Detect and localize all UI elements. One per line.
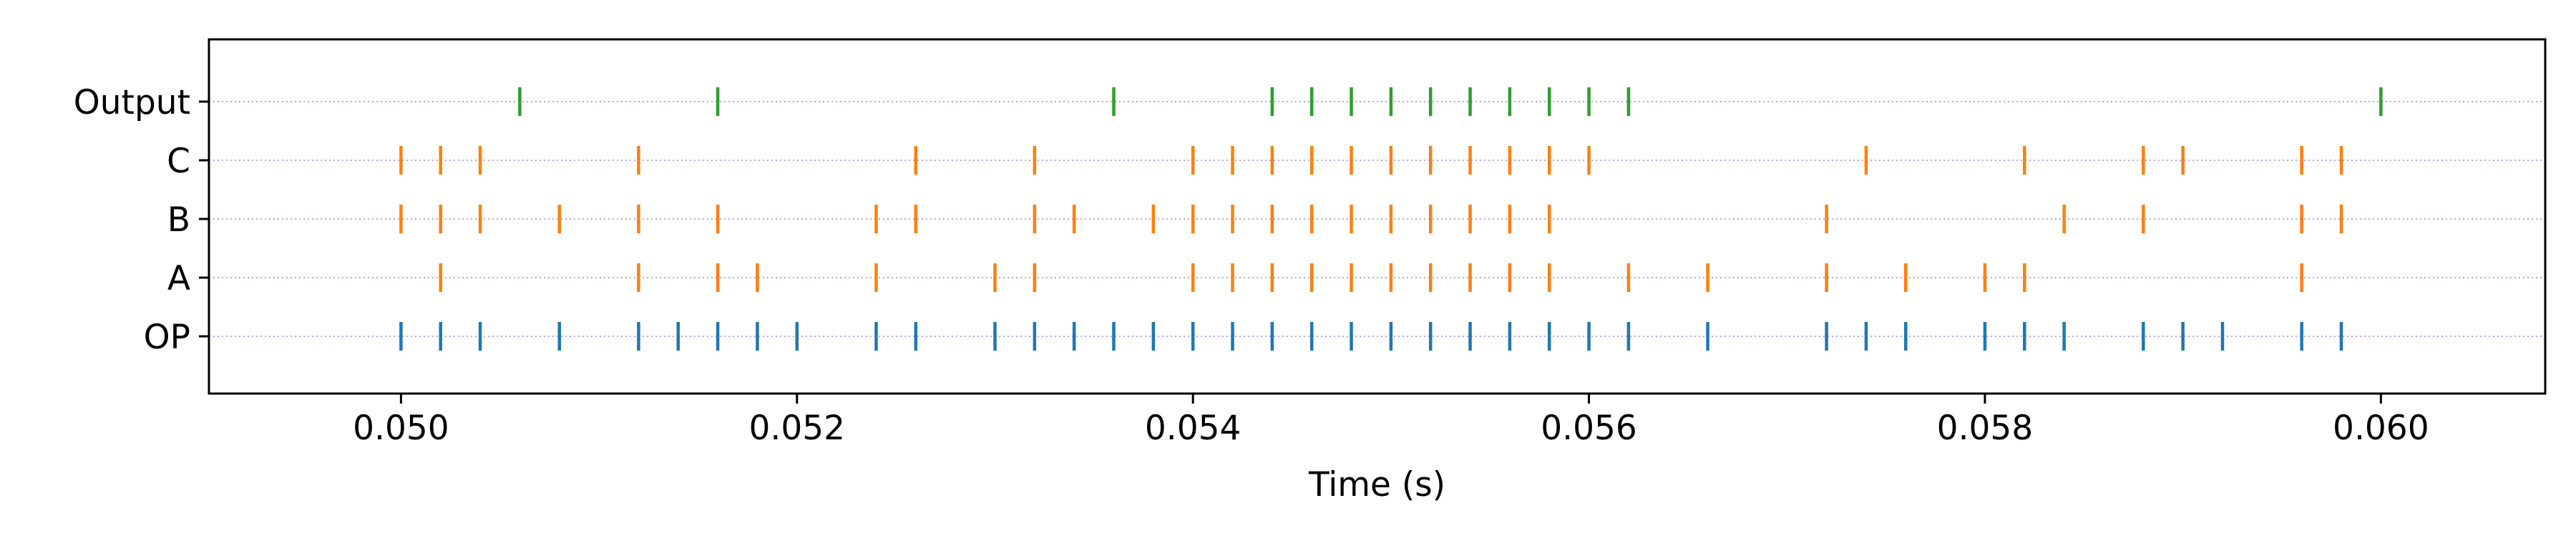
x-axis: 0.050 0.052 0.054 0.056 0.058 0.060 — [353, 394, 2429, 448]
x-axis-label: Time (s) — [1308, 465, 1445, 504]
y-axis: OP ABC Output — [74, 83, 209, 357]
x-tick-label: 0.050 — [353, 409, 449, 448]
y-tick-label-a: A — [167, 259, 190, 298]
plot-frame — [208, 38, 2547, 395]
grid-lines — [209, 101, 2545, 337]
x-tick-label: 0.054 — [1145, 409, 1241, 448]
x-tick-label: 0.058 — [1937, 409, 2034, 448]
y-tick-label-op: OP — [144, 318, 190, 357]
y-tick-label-output: Output — [74, 83, 190, 122]
x-tick-label: 0.056 — [1541, 409, 1637, 448]
x-tick-label: 0.052 — [749, 409, 846, 448]
event-marks — [399, 87, 2383, 351]
y-tick-label-b: B — [167, 200, 190, 240]
y-tick-label-c: C — [167, 142, 190, 181]
x-tick-label: 0.060 — [2333, 409, 2429, 448]
